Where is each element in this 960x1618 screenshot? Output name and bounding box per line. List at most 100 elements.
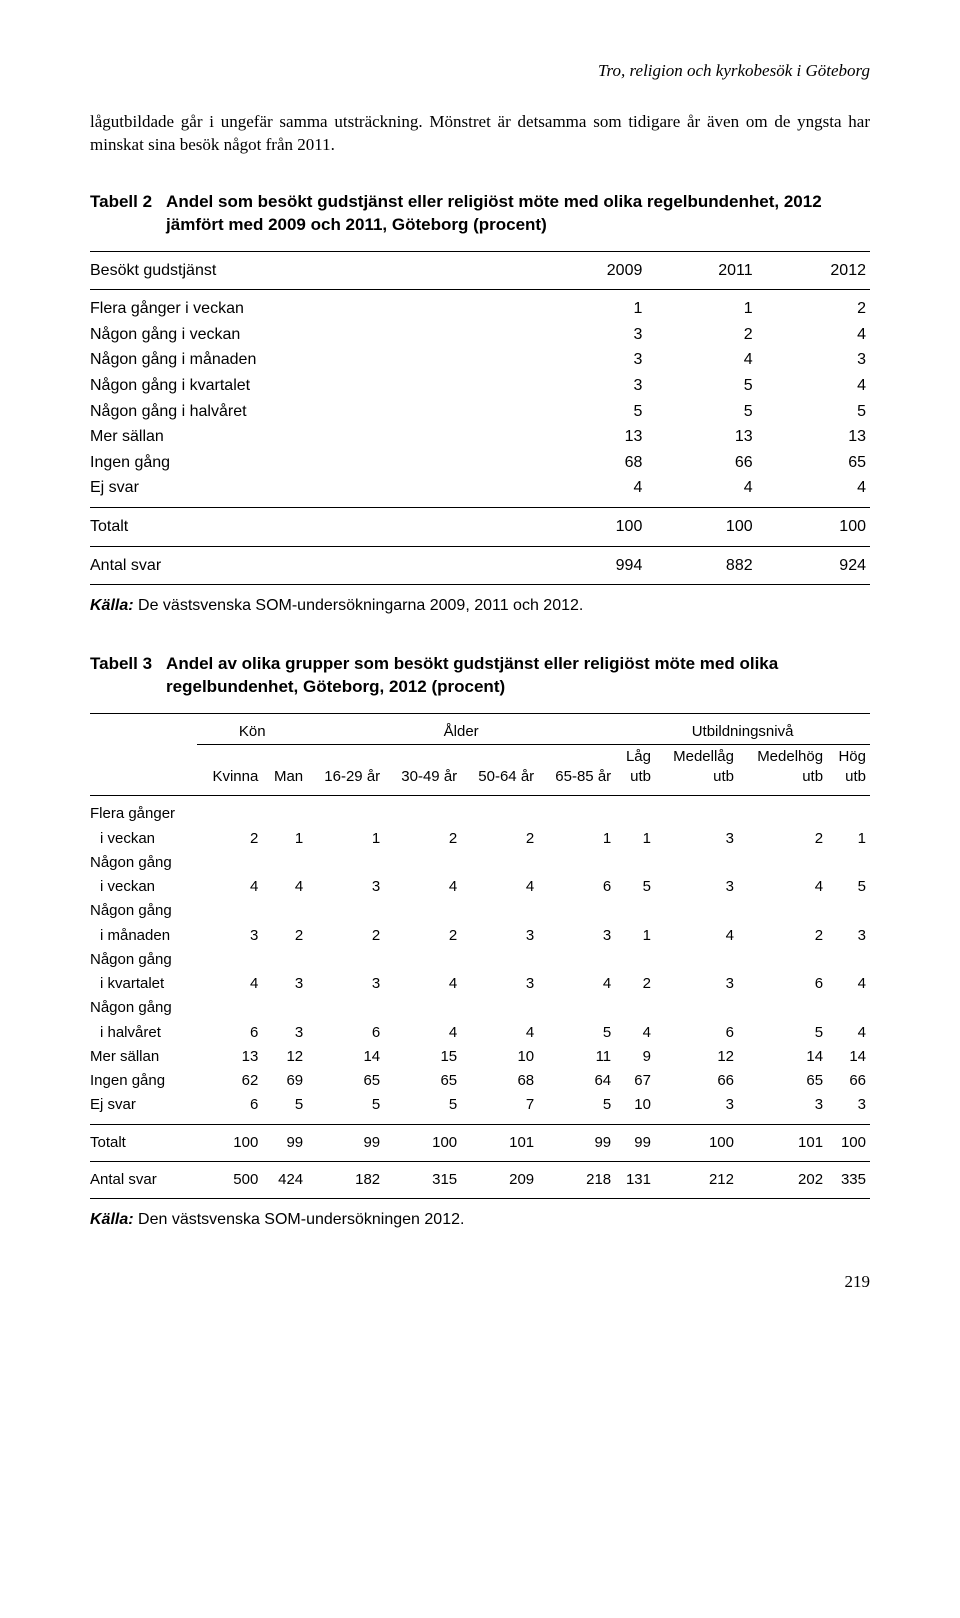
t3-cell: 15 [384, 1045, 461, 1069]
t3-sub: Medellågutb [655, 744, 738, 796]
t3-row-label: Någon gång [90, 851, 197, 875]
t3-cell: 10 [461, 1045, 538, 1069]
t3-cell: 2 [384, 924, 461, 948]
t3-row-label: Ej svar [90, 1093, 197, 1124]
t3-cell: 5 [615, 875, 655, 899]
t3-cell: 3 [307, 972, 384, 996]
t3-cell: 10 [615, 1093, 655, 1124]
t3-sub: 65-85 år [538, 744, 615, 796]
t3-cell: 67 [615, 1069, 655, 1093]
source-key: Källa: [90, 597, 134, 614]
t3-cell: 131 [615, 1161, 655, 1198]
t3-cell: 4 [615, 1021, 655, 1045]
t3-cell: 3 [655, 972, 738, 996]
t3-cell: 4 [738, 875, 827, 899]
t3-cell: 99 [538, 1124, 615, 1161]
t2-cell: 4 [757, 322, 870, 348]
t3-group-utb: Utbildningsnivå [615, 713, 870, 744]
t3-cell: 3 [262, 972, 307, 996]
t3-cell: 62 [197, 1069, 262, 1093]
t3-cell: 12 [655, 1045, 738, 1069]
t3-cell: 3 [538, 924, 615, 948]
t2-row-label: Någon gång i veckan [90, 322, 533, 348]
t3-cell: 14 [827, 1045, 870, 1069]
t3-cell: 4 [655, 924, 738, 948]
t3-sub: 30-49 år [384, 744, 461, 796]
t3-cell: 101 [461, 1124, 538, 1161]
t3-cell: 9 [615, 1045, 655, 1069]
t3-sub: 50-64 år [461, 744, 538, 796]
t2-cell: 2 [646, 322, 756, 348]
t3-cell: 2 [615, 972, 655, 996]
t2-year: 2011 [646, 251, 756, 290]
t2-cell: 100 [757, 508, 870, 547]
t2-cell: 924 [757, 546, 870, 585]
table3-source: Källa: Den västsvenska SOM-undersökninge… [90, 1209, 870, 1231]
t3-cell: 218 [538, 1161, 615, 1198]
t2-cell: 5 [646, 373, 756, 399]
t2-cell: 13 [757, 424, 870, 450]
t2-stub: Besökt gudstjänst [90, 251, 533, 290]
t3-cell: 101 [738, 1124, 827, 1161]
table2-label: Tabell 2 [90, 191, 166, 237]
t3-cell: 6 [307, 1021, 384, 1045]
t3-cell: 5 [538, 1093, 615, 1124]
t3-cell: 5 [384, 1093, 461, 1124]
t3-cell: 202 [738, 1161, 827, 1198]
t2-cell: 100 [646, 508, 756, 547]
t3-cell: 4 [384, 1021, 461, 1045]
t3-cell: 3 [655, 875, 738, 899]
t3-cell: 69 [262, 1069, 307, 1093]
table3-title: Andel av olika grupper som besökt gudstj… [166, 653, 870, 699]
t2-cell: 4 [757, 373, 870, 399]
t2-cell: 3 [533, 347, 646, 373]
t3-cell: 424 [262, 1161, 307, 1198]
t3-cell: 14 [738, 1045, 827, 1069]
t3-group-kon: Kön [197, 713, 307, 744]
t3-cell: 209 [461, 1161, 538, 1198]
t3-cell: 2 [307, 924, 384, 948]
t3-cell: 6 [655, 1021, 738, 1045]
page-number: 219 [90, 1271, 870, 1294]
t3-cell: 6 [197, 1093, 262, 1124]
t2-year: 2012 [757, 251, 870, 290]
t3-cell: 3 [262, 1021, 307, 1045]
t3-cell: 100 [384, 1124, 461, 1161]
t2-row-label: Någon gång i kvartalet [90, 373, 533, 399]
t2-cell: 4 [646, 475, 756, 507]
table2-caption: Tabell 2 Andel som besökt gudstjänst ell… [90, 191, 870, 237]
t2-cell: 994 [533, 546, 646, 585]
t3-row-sublabel: i veckan [90, 827, 197, 851]
t2-cell: 1 [646, 290, 756, 322]
t2-cell: 100 [533, 508, 646, 547]
t3-sub: 16-29 år [307, 744, 384, 796]
t2-total-label: Totalt [90, 508, 533, 547]
t2-row-label: Någon gång i månaden [90, 347, 533, 373]
t3-row-sublabel: i månaden [90, 924, 197, 948]
t3-sub: Kvinna [197, 744, 262, 796]
t3-cell: 65 [384, 1069, 461, 1093]
t3-sub: Man [262, 744, 307, 796]
t3-sub: Medelhögutb [738, 744, 827, 796]
source-text: Den västsvenska SOM-undersökningen 2012. [134, 1211, 465, 1228]
t3-cell: 500 [197, 1161, 262, 1198]
t2-cell: 5 [646, 399, 756, 425]
t2-cell: 3 [533, 373, 646, 399]
t2-cell: 68 [533, 450, 646, 476]
t2-cell: 65 [757, 450, 870, 476]
t3-cell: 99 [615, 1124, 655, 1161]
t3-cell: 66 [655, 1069, 738, 1093]
t2-cell: 4 [757, 475, 870, 507]
t3-cell: 64 [538, 1069, 615, 1093]
t3-cell: 3 [827, 1093, 870, 1124]
t2-row-label: Flera gånger i veckan [90, 290, 533, 322]
t3-cell: 4 [827, 1021, 870, 1045]
t3-row-sublabel: i kvartalet [90, 972, 197, 996]
t3-row-label: Flera gånger [90, 796, 197, 827]
table3: Kön Ålder Utbildningsnivå Kvinna Man 16-… [90, 713, 870, 1200]
table2-title: Andel som besökt gudstjänst eller religi… [166, 191, 870, 237]
t3-cell: 3 [738, 1093, 827, 1124]
t2-cell: 5 [533, 399, 646, 425]
t3-cell: 3 [197, 924, 262, 948]
table3-caption: Tabell 3 Andel av olika grupper som besö… [90, 653, 870, 699]
